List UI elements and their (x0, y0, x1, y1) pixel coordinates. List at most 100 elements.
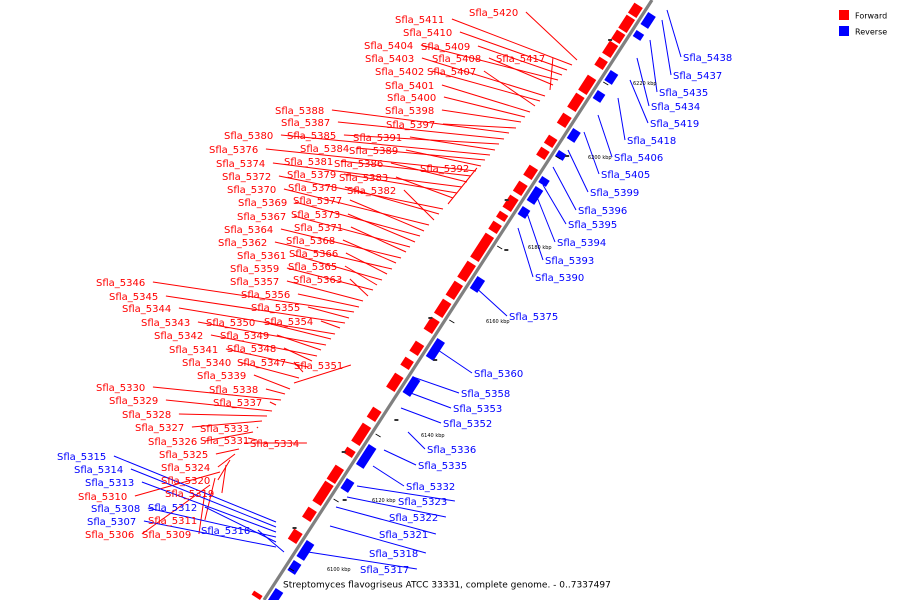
leader-line (349, 278, 369, 297)
gene-label-sfla-5375: Sfla_5375 (509, 312, 558, 323)
gene-label-sfla-5382: Sfla_5382 (347, 186, 396, 197)
leader-line (238, 361, 300, 379)
leader-line (343, 173, 458, 194)
gene-label-sfla-5391: Sfla_5391 (353, 133, 402, 144)
leader-line (256, 426, 259, 429)
gene-label-sfla-5344: Sfla_5344 (122, 304, 171, 315)
gene-label-sfla-5358: Sfla_5358 (461, 389, 510, 400)
leader-line (483, 70, 536, 107)
gene-label-sfla-5352: Sfla_5352 (443, 419, 492, 430)
gene-label-sfla-5330: Sfla_5330 (96, 383, 145, 394)
gene-label-sfla-5337: Sfla_5337 (213, 398, 262, 409)
marker (504, 199, 509, 201)
marker (433, 359, 438, 361)
gene-labels: Sfla_5420Sfla_5411Sfla_5410Sfla_5409Sfla… (57, 8, 732, 576)
gene-label-sfla-5372: Sfla_5372 (222, 172, 271, 183)
leader-line (349, 199, 425, 232)
leader-line (143, 520, 277, 548)
reverse-gene (340, 478, 355, 493)
forward-gene (251, 590, 263, 600)
reverse-gene (555, 150, 567, 161)
tick-label: 6120 kbp (372, 498, 396, 504)
reverse-gene (592, 90, 606, 103)
marker (504, 249, 509, 251)
gene-label-sfla-5398: Sfla_5398 (385, 106, 434, 117)
gene-label-sfla-5315: Sfla_5315 (57, 452, 106, 463)
leader-line (390, 162, 468, 183)
leader-line (477, 45, 563, 76)
leader-line (345, 252, 388, 275)
tick-mark (555, 155, 561, 160)
gene-label-sfla-5348: Sfla_5348 (227, 344, 276, 355)
gene-label-sfla-5319: Sfla_5319 (165, 489, 214, 500)
kbp-tick-marks: 6100 kbp 6120 kbp 6140 kbp 6160 kbp 6180 kbp… (288, 81, 657, 573)
tick-label: 6140 kbp (421, 433, 445, 439)
leader-line (329, 525, 427, 554)
forward-gene (611, 29, 626, 44)
reverse-gene (402, 376, 421, 397)
gene-label-sfla-5350: Sfla_5350 (206, 318, 255, 329)
reverse-gene (287, 560, 302, 575)
marker (565, 155, 570, 157)
gene-label-sfla-5407: Sfla_5407 (427, 67, 476, 78)
gene-label-sfla-5393: Sfla_5393 (545, 256, 594, 267)
leader-line (421, 57, 546, 97)
leader-line (293, 215, 411, 248)
gene-label-sfla-5340: Sfla_5340 (182, 358, 231, 369)
gene-label-sfla-5324: Sfla_5324 (161, 463, 210, 474)
gene-label-sfla-5374: Sfla_5374 (216, 159, 265, 170)
gene-label-sfla-5310: Sfla_5310 (78, 492, 127, 503)
forward-gene (627, 2, 643, 18)
gene-label-sfla-5369: Sfla_5369 (238, 198, 287, 209)
leader-line (583, 131, 600, 175)
leader-line (617, 97, 626, 141)
gene-label-sfla-5381: Sfla_5381 (284, 157, 333, 168)
gene-label-sfla-5420: Sfla_5420 (469, 8, 518, 19)
gene-label-sfla-5356: Sfla_5356 (241, 290, 290, 301)
leader-line (217, 453, 236, 468)
leader-line (221, 464, 227, 494)
marker (394, 419, 399, 421)
gene-label-sfla-5404: Sfla_5404 (364, 41, 413, 52)
leader-line (210, 334, 318, 357)
leader-line (307, 551, 417, 570)
leader-line (350, 226, 407, 253)
leader-line (666, 9, 682, 58)
reverse-gene (640, 12, 656, 29)
gene-label-sfla-5343: Sfla_5343 (141, 318, 190, 329)
leader-line (165, 295, 346, 324)
forward-gene (366, 406, 382, 422)
gene-label-sfla-5394: Sfla_5394 (557, 238, 606, 249)
leader-line (356, 147, 486, 161)
gene-label-sfla-5403: Sfla_5403 (365, 54, 414, 65)
gene-label-sfla-5342: Sfla_5342 (154, 331, 203, 342)
reverse-gene (604, 70, 619, 85)
leader-line (278, 175, 444, 210)
marker (428, 317, 433, 319)
forward-gene (351, 422, 372, 446)
forward-gene (470, 232, 495, 262)
gene-label-sfla-5317: Sfla_5317 (360, 565, 409, 576)
gene-label-sfla-5308: Sfla_5308 (91, 504, 140, 515)
gene-label-sfla-5396: Sfla_5396 (578, 206, 627, 217)
leader-line (525, 11, 578, 61)
forward-gene (618, 14, 636, 33)
leader-line (342, 239, 397, 264)
leader-line (542, 184, 567, 225)
leader-line (407, 431, 426, 450)
tick-label: 6220 kbp (633, 81, 657, 87)
gene-label-sfla-5318: Sfla_5318 (369, 549, 418, 560)
gene-label-sfla-5361: Sfla_5361 (237, 251, 286, 262)
leader-line (253, 374, 291, 390)
gene-label-sfla-5437: Sfla_5437 (673, 71, 722, 82)
leader-line (383, 449, 417, 466)
gene-label-sfla-5351: Sfla_5351 (294, 361, 343, 372)
gene-label-sfla-5409: Sfla_5409 (421, 42, 470, 53)
leader-line (247, 437, 258, 441)
forward-gene (445, 280, 464, 300)
legend-label-reverse: Reverse (855, 28, 887, 37)
gene-label-sfla-5362: Sfla_5362 (218, 238, 267, 249)
gene-label-sfla-5349: Sfla_5349 (220, 331, 269, 342)
forward-gene (543, 134, 558, 148)
